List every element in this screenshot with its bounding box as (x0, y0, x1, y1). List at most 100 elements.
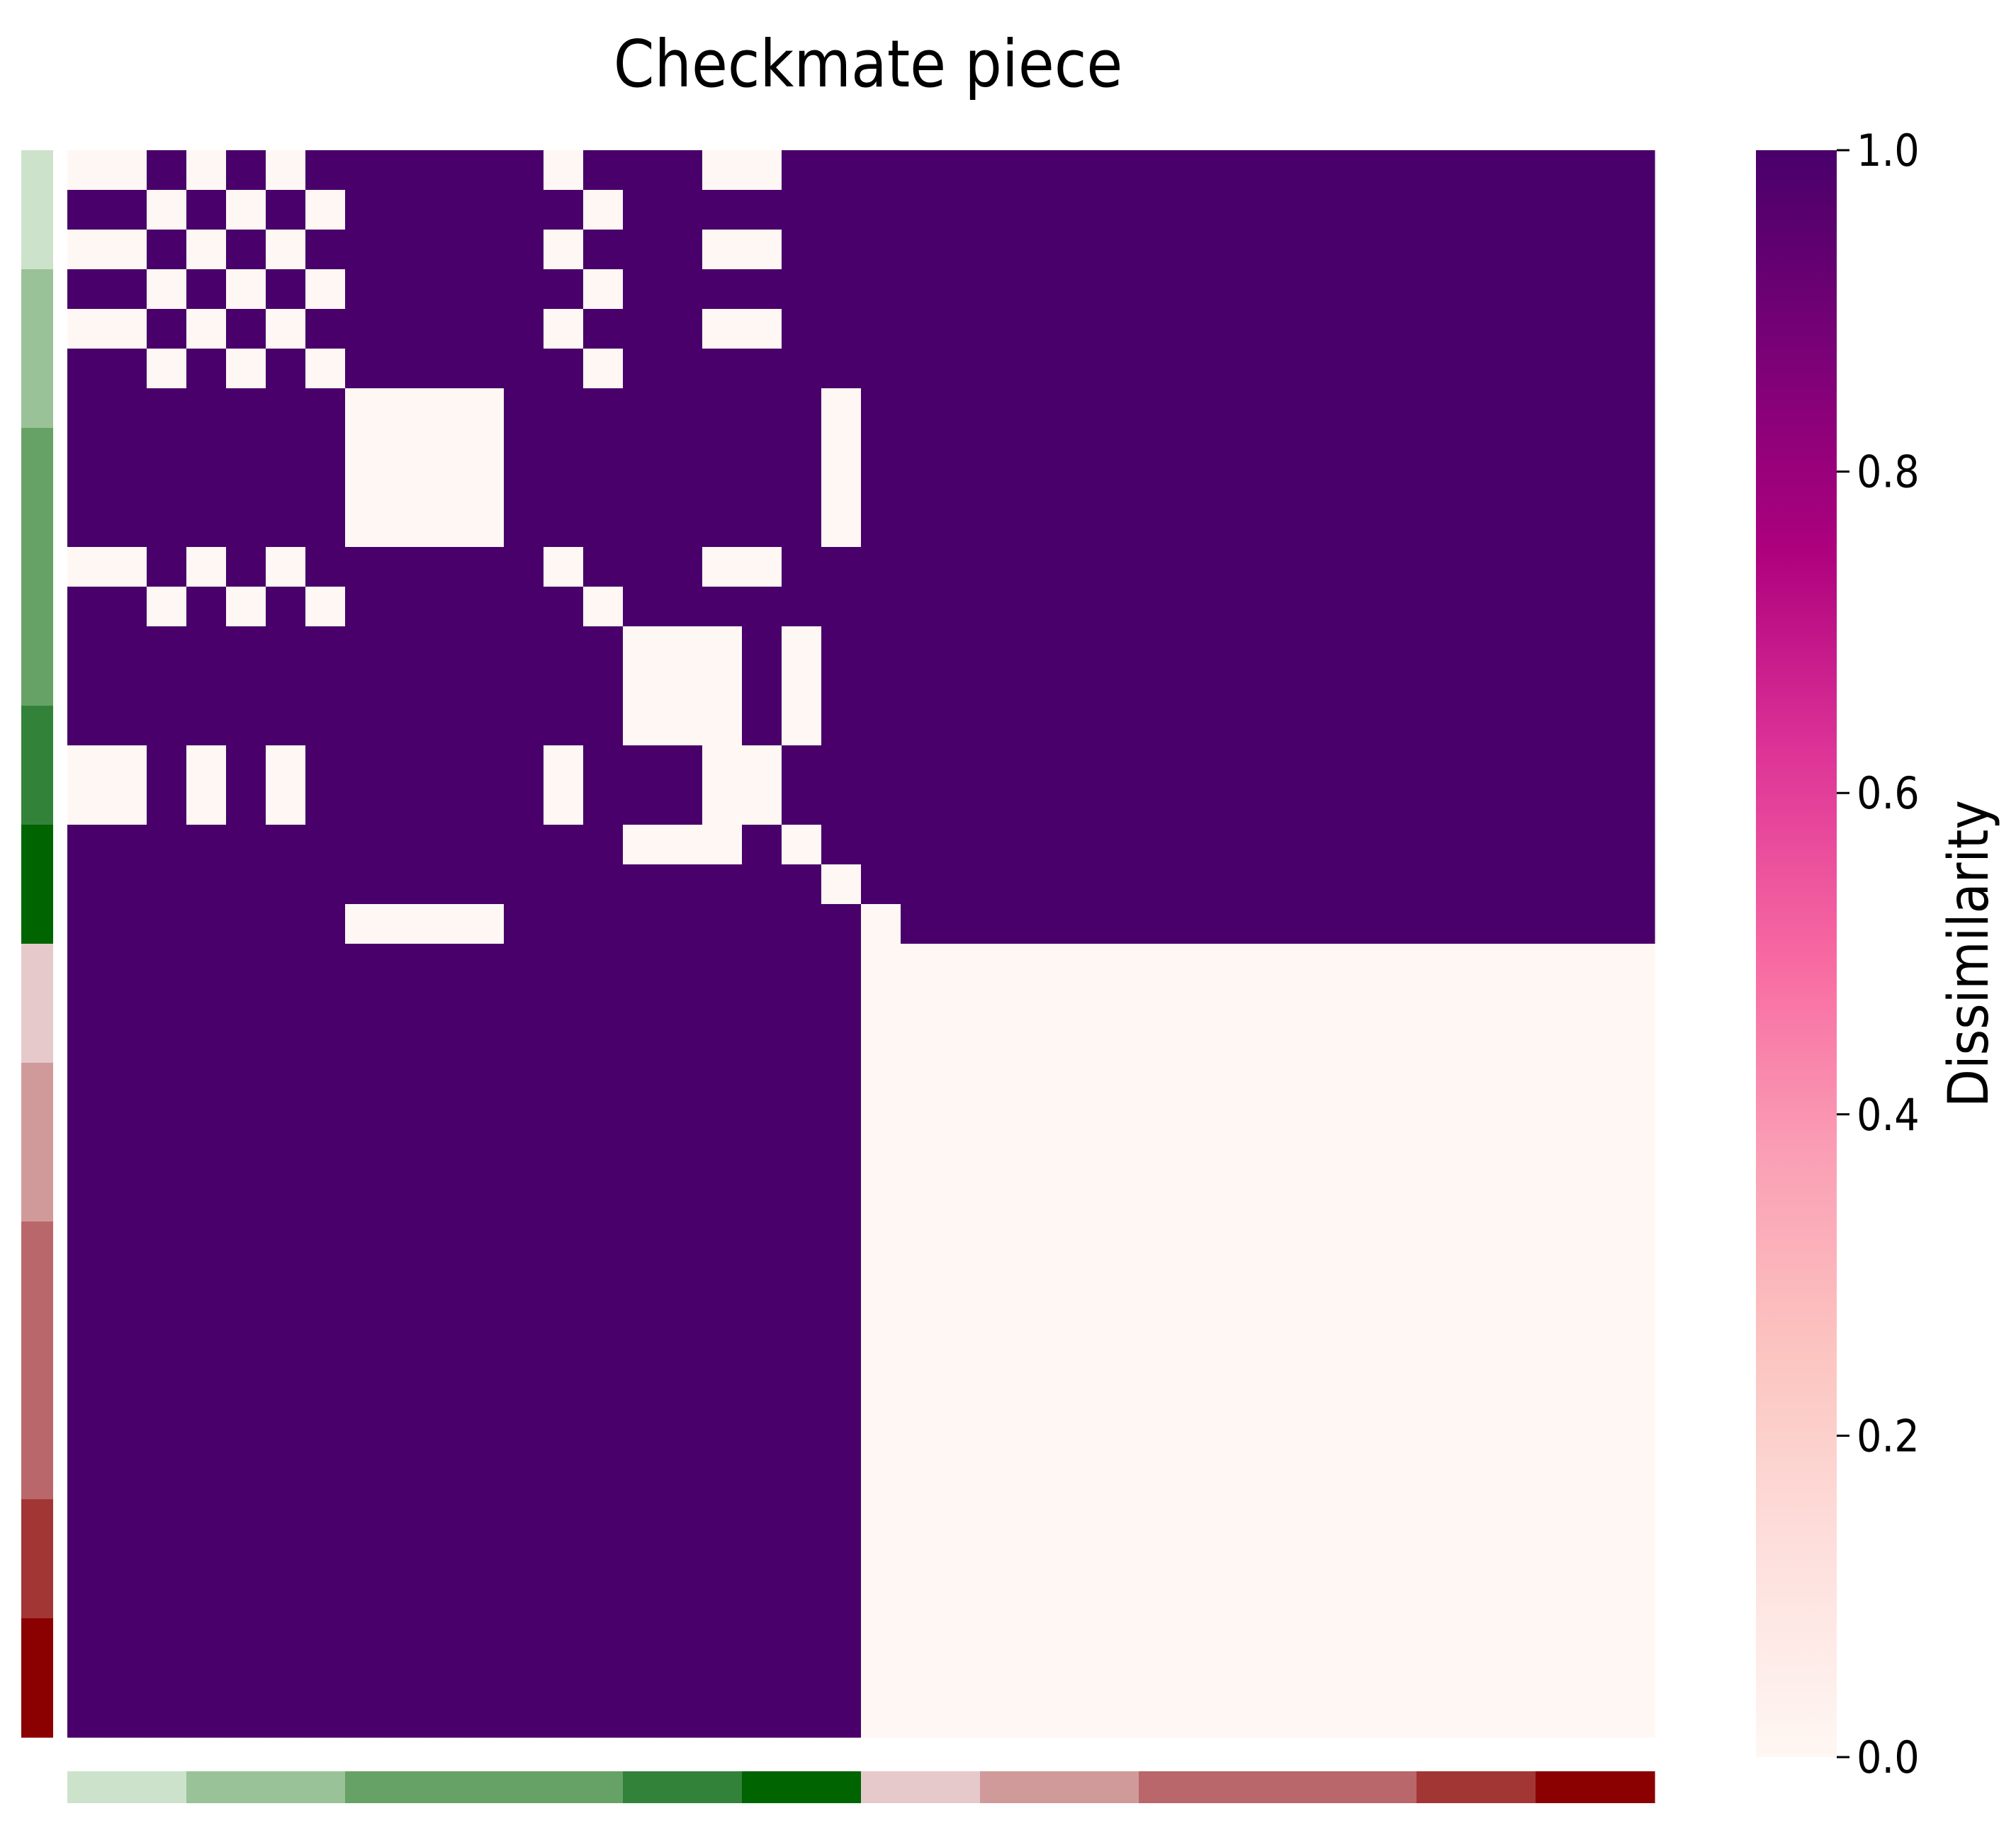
heatmap-cell (1297, 349, 1338, 389)
heatmap-cell (1178, 1261, 1219, 1302)
heatmap-cell (1059, 230, 1100, 270)
heatmap-cell (1099, 1658, 1139, 1698)
heatmap-cell (901, 904, 941, 944)
heatmap-cell (1496, 1221, 1536, 1262)
heatmap-cell (544, 190, 584, 230)
heatmap-cell (1536, 309, 1576, 349)
heatmap-cell (1218, 507, 1258, 548)
heatmap-cell (1377, 1420, 1417, 1460)
heatmap-cell (107, 944, 147, 984)
heatmap-cell (504, 1182, 544, 1222)
heatmap-cell (147, 1658, 187, 1698)
heatmap-cell (147, 388, 187, 429)
heatmap-cell (1218, 150, 1258, 191)
heatmap-cell (1377, 587, 1417, 627)
heatmap-cell (385, 587, 425, 627)
heatmap-cell (107, 269, 147, 310)
heatmap-cell (1218, 1261, 1258, 1302)
heatmap-cell (1337, 944, 1378, 984)
heatmap-cell (583, 1618, 624, 1659)
heatmap-cell (1178, 1063, 1219, 1103)
heatmap-cell (821, 1618, 862, 1659)
heatmap-cell (1258, 190, 1298, 230)
heatmap-cell (504, 1658, 544, 1698)
heatmap-cell (623, 1658, 663, 1698)
heatmap-cell (1496, 666, 1536, 706)
column-group-color (1258, 1771, 1298, 1803)
heatmap-cell (186, 1698, 227, 1738)
heatmap-cell (107, 1499, 147, 1540)
heatmap-cell (1337, 547, 1378, 587)
heatmap-cell (1377, 269, 1417, 310)
heatmap-cell (663, 150, 703, 191)
heatmap-cell (1099, 983, 1139, 1024)
heatmap-cell (1536, 864, 1576, 905)
heatmap-cell (1139, 587, 1179, 627)
heatmap-cell (1377, 468, 1417, 508)
heatmap-cell (702, 1698, 743, 1738)
heatmap-cell (1020, 150, 1060, 191)
heatmap-cell (67, 1420, 108, 1460)
heatmap-cell (742, 1539, 782, 1579)
heatmap-cell (385, 1579, 425, 1619)
heatmap-cell (980, 587, 1020, 627)
heatmap-cell (1575, 1420, 1616, 1460)
heatmap-cell (623, 1420, 663, 1460)
heatmap-cell (1615, 1658, 1655, 1698)
heatmap-cell (1258, 1301, 1298, 1341)
heatmap-cell (1575, 825, 1616, 865)
heatmap-cell (742, 468, 782, 508)
heatmap-cell (1059, 1499, 1100, 1540)
heatmap-cell (1258, 587, 1298, 627)
heatmap-cell (583, 666, 624, 706)
heatmap-cell (1615, 1102, 1655, 1143)
heatmap-cell (901, 983, 941, 1024)
heatmap-cell (305, 349, 346, 389)
heatmap-cell (385, 150, 425, 191)
heatmap-cell (424, 785, 465, 825)
heatmap-cell (861, 1301, 901, 1341)
heatmap-cell (424, 1420, 465, 1460)
heatmap-cell (1496, 1618, 1536, 1659)
heatmap-cell (226, 388, 266, 429)
heatmap-cell (1417, 626, 1457, 667)
heatmap-cell (1020, 1658, 1060, 1698)
heatmap-cell (186, 1261, 227, 1302)
heatmap-cell (67, 1301, 108, 1341)
heatmap-cell (1417, 1063, 1457, 1103)
heatmap-cell (663, 706, 703, 746)
heatmap-cell (583, 1658, 624, 1698)
heatmap-cell (1456, 825, 1497, 865)
heatmap-cell (424, 349, 465, 389)
heatmap-cell (186, 983, 227, 1024)
heatmap-cell (901, 1341, 941, 1381)
heatmap-cell (583, 1698, 624, 1738)
heatmap-cell (782, 1420, 822, 1460)
heatmap-cell (1178, 864, 1219, 905)
heatmap-cell (147, 1499, 187, 1540)
column-color-strip (67, 1771, 1655, 1803)
heatmap-cell (1456, 1618, 1497, 1659)
heatmap-cell (226, 785, 266, 825)
heatmap-cell (1297, 983, 1338, 1024)
heatmap-cell (1218, 1658, 1258, 1698)
column-group-color (1615, 1771, 1655, 1803)
heatmap-cell (1575, 1380, 1616, 1421)
heatmap-cell (1496, 547, 1536, 587)
heatmap-cell (663, 1261, 703, 1302)
heatmap-cells (67, 150, 1655, 1738)
heatmap-cell (186, 349, 227, 389)
heatmap-cell (980, 666, 1020, 706)
heatmap-cell (623, 626, 663, 667)
heatmap-cell (464, 468, 505, 508)
heatmap-cell (1337, 1261, 1378, 1302)
heatmap-cell (107, 309, 147, 349)
heatmap-cell (623, 150, 663, 191)
heatmap-cell (1020, 349, 1060, 389)
heatmap-cell (623, 388, 663, 429)
heatmap-cell (1377, 1460, 1417, 1500)
heatmap-cell (702, 547, 743, 587)
heatmap-cell (1297, 468, 1338, 508)
heatmap-cell (186, 388, 227, 429)
heatmap-cell (1377, 983, 1417, 1024)
